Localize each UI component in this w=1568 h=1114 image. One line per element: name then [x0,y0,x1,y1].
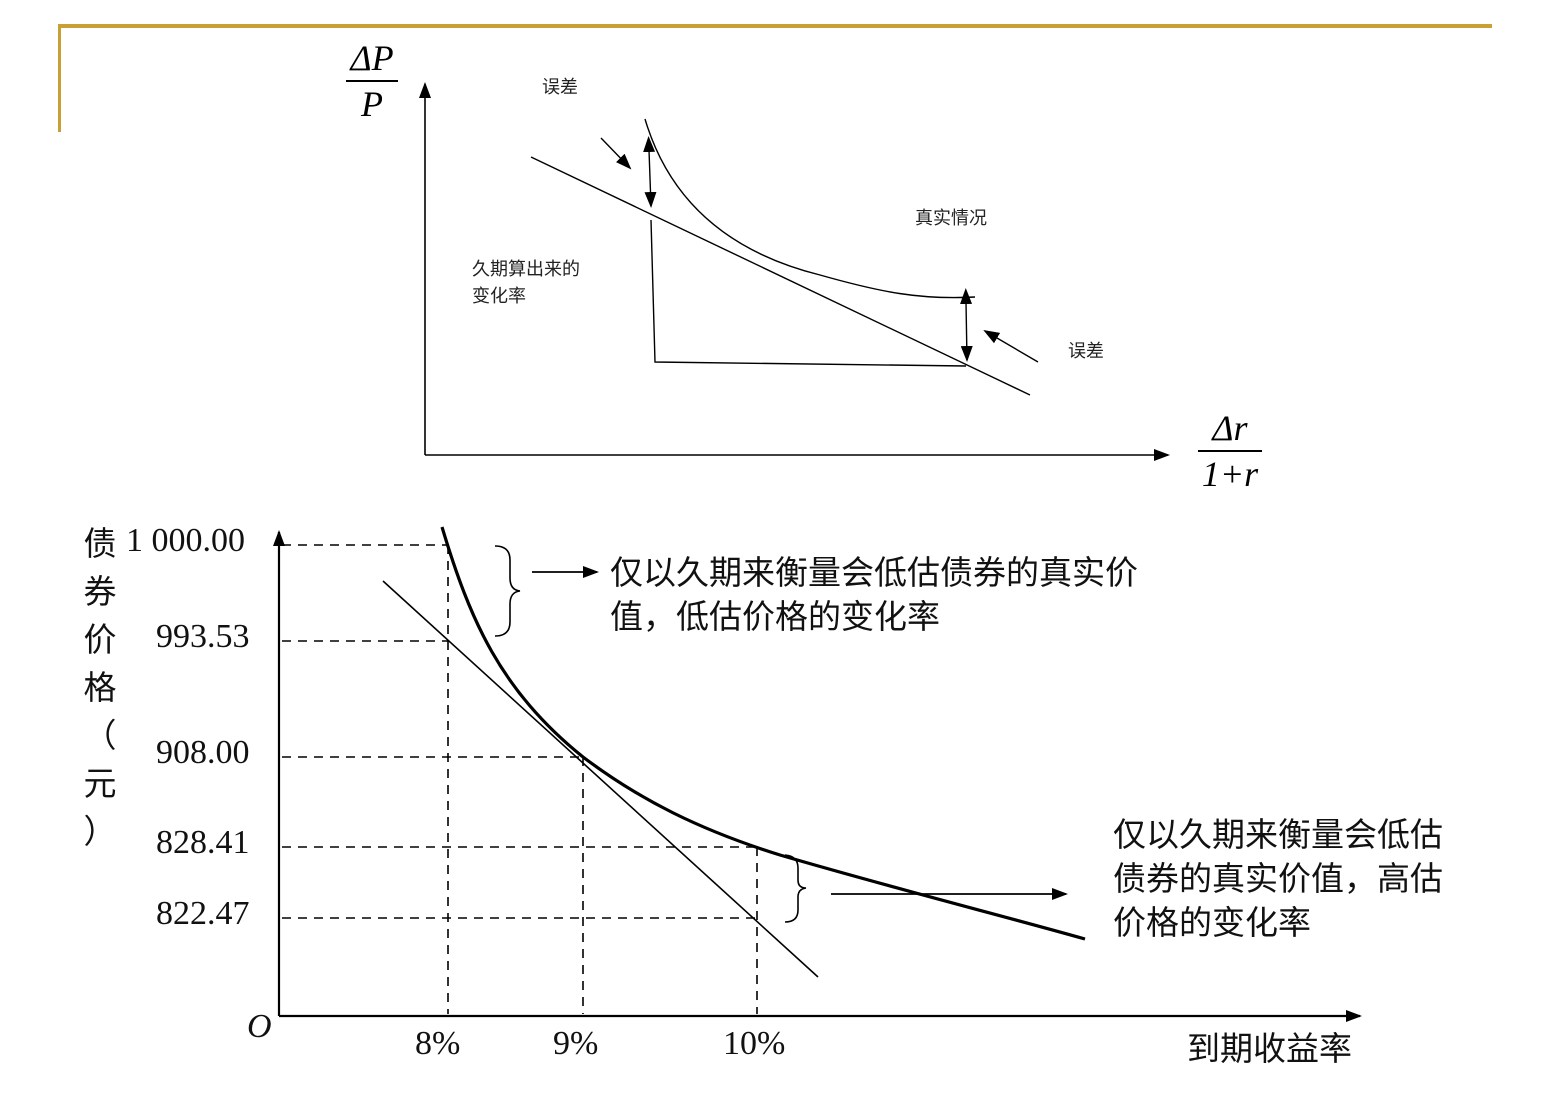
top-error-pointer-arrow-left [600,137,632,170]
bottom-gridlines [282,544,758,1014]
label-error-top: 误差 [542,77,578,98]
top-delta-bracket [650,219,967,367]
y-tick-1000: 1 000.00 [126,522,245,559]
label-error-bottom: 误差 [1068,341,1104,362]
frame-left-rule [58,24,61,132]
y-tick-908: 908.00 [156,734,250,771]
top-error-double-arrow-right [960,288,973,362]
note-right-line1: 仅以久期来衡量会低估 [1113,815,1443,854]
y-tick-993: 993.53 [156,618,250,655]
note-right-line2: 债券的真实价值，高估 [1113,859,1443,898]
top-x-axis-label: Δr 1+r [1198,408,1262,494]
top-true-curve [644,118,976,299]
top-axes [419,82,1170,461]
bottom-duration-tangent-line [382,580,819,978]
origin-label: O [247,1008,272,1045]
x-tick-8: 8% [415,1025,461,1062]
bottom-price-curve [440,526,1086,941]
frame-top-rule [58,24,1492,28]
top-error-double-arrow-left [643,136,657,208]
brace-right [784,854,807,923]
bottom-y-axis-label: 债 券 价 格 （ 元 ） [83,524,117,851]
brace-top [494,545,521,637]
y-tick-822: 822.47 [156,895,250,932]
top-y-axis-label: ΔP P [346,38,398,124]
top-error-pointer-arrow-right [983,329,1039,363]
y-tick-828: 828.41 [156,824,250,861]
label-duration-rate-line1: 久期算出来的 [472,259,580,280]
label-true-situation: 真实情况 [915,208,987,229]
bottom-axes [273,530,1362,1022]
x-tick-9: 9% [553,1025,599,1062]
x-axis-label: 到期收益率 [1187,1029,1352,1068]
note-top-line2: 值，低估价格的变化率 [610,597,940,636]
top-tangent-line [530,156,1031,396]
note-right-line3: 价格的变化率 [1113,903,1311,942]
x-tick-10: 10% [723,1025,786,1062]
note-top-line1: 仅以久期来衡量会低估债券的真实价 [610,553,1138,592]
label-duration-rate-line2: 变化率 [472,286,526,307]
